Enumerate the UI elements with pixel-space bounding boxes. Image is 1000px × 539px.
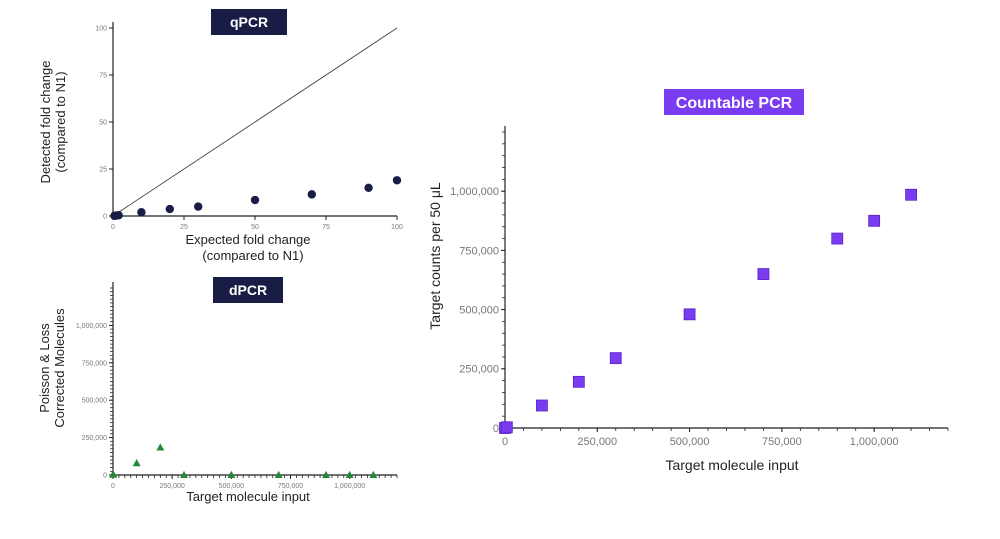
countable-panel: Countable PCR 0 250,000 500,000 750,000 1,00… xyxy=(427,89,949,473)
qpcr-x-tick-label: 0 xyxy=(111,224,115,231)
dpcr-data-point xyxy=(227,470,236,479)
dpcr-y-tick-label: 250,000 xyxy=(82,435,107,442)
qpcr-x-tick-label: 50 xyxy=(251,224,259,231)
qpcr-axes: 0 25 50 75 100 0 25 50 75 100 xyxy=(95,22,403,231)
countable-xlabel: Target molecule input xyxy=(665,457,798,473)
dpcr-x-tick-label: 500,000 xyxy=(219,483,244,490)
countable-x-tick-label: 750,000 xyxy=(762,436,802,448)
dpcr-y-tick-label: 1,000,000 xyxy=(76,323,107,330)
qpcr-x-tick-label: 25 xyxy=(180,224,188,231)
qpcr-title-badge xyxy=(211,9,287,35)
dpcr-data-point xyxy=(156,443,165,451)
countable-data-point xyxy=(905,188,917,201)
countable-x-tick-label: 0 xyxy=(502,436,508,448)
countable-y-tick-label: 750,000 xyxy=(459,245,499,257)
countable-x-tick-label: 250,000 xyxy=(577,436,617,448)
countable-x-tick-label: 500,000 xyxy=(670,436,710,448)
countable-data-point xyxy=(609,352,622,365)
qpcr-x-tick-label: 75 xyxy=(322,224,330,231)
qpcr-reference-line xyxy=(112,27,398,217)
dpcr-data-point xyxy=(345,470,354,479)
qpcr-data-point xyxy=(250,195,260,205)
countable-y-tick-label: 1,000,000 xyxy=(450,186,499,198)
qpcr-ylabel-line1: Detected fold change xyxy=(38,61,53,184)
dpcr-y-tick-label: 500,000 xyxy=(82,398,107,405)
countable-data-point xyxy=(500,421,513,434)
dpcr-data-point xyxy=(274,470,283,479)
dpcr-ylabel-line1: Poisson & Loss xyxy=(37,323,52,413)
countable-y-tick-label: 250,000 xyxy=(459,364,499,376)
countable-ylabel: Target counts per 50 μL xyxy=(427,182,443,330)
countable-data-point xyxy=(868,214,881,227)
dpcr-y-tick-label: 750,000 xyxy=(82,360,107,367)
dpcr-x-tick-label: 0 xyxy=(111,483,115,490)
dpcr-data-point xyxy=(132,459,141,467)
qpcr-data-point xyxy=(392,176,402,185)
dpcr-x-tick-label: 1,000,000 xyxy=(334,483,365,490)
qpcr-panel: qPCR 0 25 50 75 100 0 25 50 75 100 Expected fold … xyxy=(38,9,403,263)
countable-data-point xyxy=(683,308,696,321)
qpcr-x-tick-label: 100 xyxy=(391,224,403,231)
countable-data-point xyxy=(831,232,844,245)
countable-data-point xyxy=(536,399,548,412)
qpcr-data-point xyxy=(364,183,373,192)
dpcr-xlabel: Target molecule input xyxy=(186,489,310,504)
dpcr-x-tick-label: 250,000 xyxy=(160,483,185,490)
dpcr-title-badge xyxy=(213,277,283,303)
qpcr-y-tick-label: 75 xyxy=(99,72,107,79)
qpcr-y-tick-label: 50 xyxy=(99,119,107,126)
countable-y-tick-label: 0 xyxy=(493,423,499,435)
countable-axes: 0 250,000 500,000 750,000 1,000,000 0 250,000 5… xyxy=(450,126,949,448)
qpcr-data-point xyxy=(307,190,316,199)
qpcr-ylabel-line2: (compared to N1) xyxy=(53,71,68,172)
qpcr-title: qPCR xyxy=(230,14,268,30)
dpcr-x-tick-label: 750,000 xyxy=(278,483,303,490)
qpcr-y-tick-label: 25 xyxy=(99,166,107,173)
countable-y-tick-label: 500,000 xyxy=(459,304,499,316)
qpcr-xlabel-line1: Expected fold change xyxy=(185,232,310,247)
dpcr-y-tick-label: 0 xyxy=(103,472,107,479)
countable-title: Countable PCR xyxy=(676,95,793,112)
dpcr-ylabel-line2: Corrected Molecules xyxy=(52,308,67,428)
countable-x-tick-label: 1,000,000 xyxy=(850,436,899,448)
dpcr-title: dPCR xyxy=(229,282,267,298)
qpcr-y-tick-label: 0 xyxy=(103,213,107,220)
dpcr-data-point xyxy=(109,470,118,478)
qpcr-xlabel-line2: (compared to N1) xyxy=(202,248,303,263)
qpcr-data-point xyxy=(114,211,123,220)
qpcr-data-point xyxy=(165,204,174,214)
dpcr-data-point xyxy=(180,470,188,479)
countable-data-point xyxy=(572,375,585,388)
qpcr-y-tick-label: 100 xyxy=(95,25,107,32)
qpcr-data-point xyxy=(137,208,146,217)
dpcr-data-point xyxy=(322,470,330,479)
qpcr-data-point xyxy=(194,202,203,211)
dpcr-axes: 0 250,000 500,000 750,000 1,000,000 0 250,000 5… xyxy=(76,282,398,490)
dpcr-panel: dPCR 0 250,000 500,000 750,000 1,000,000 0 250… xyxy=(37,277,398,504)
countable-title-badge xyxy=(664,89,804,115)
countable-data-point xyxy=(757,268,770,280)
dpcr-data-point xyxy=(369,470,378,479)
